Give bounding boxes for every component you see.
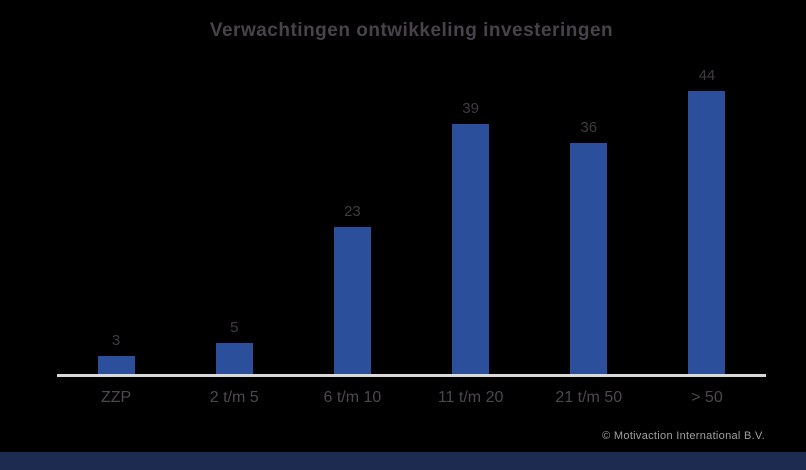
bar (215, 343, 253, 375)
category-label: 2 t/m 5 (209, 389, 259, 406)
bar-value-label: 36 (580, 119, 598, 136)
bottom-bar (0, 452, 806, 470)
plot-area: 3 5 23 39 36 44 (57, 60, 766, 375)
category-label: ZZP (100, 389, 132, 406)
bar-column: 3 (57, 60, 175, 375)
x-axis-line (57, 374, 766, 377)
bar-column: 5 (175, 60, 293, 375)
bar (333, 227, 371, 375)
bar-column: 23 (293, 60, 411, 375)
bar-value-label: 23 (344, 203, 361, 220)
copyright-text: © Motivaction International B.V. (602, 430, 765, 442)
bar (688, 91, 726, 375)
bar-column: 44 (648, 60, 766, 375)
category-label: 21 t/m 50 (555, 389, 623, 406)
bar (452, 124, 490, 375)
x-axis-labels: ZZP 2 t/m 5 6 t/m 10 11 t/m 20 21 t/m 50 > 50 (57, 389, 766, 407)
bar-value-label: 3 (111, 332, 121, 349)
chart-title: Verwachtingen ontwikkeling investeringen (209, 20, 614, 41)
bar (570, 143, 608, 375)
bar-column: 36 (530, 60, 648, 375)
bar-value-label: 39 (462, 100, 479, 117)
category-label: 6 t/m 10 (323, 389, 382, 406)
bar-column: 39 (412, 60, 530, 375)
category-label: 11 t/m 20 (437, 389, 504, 406)
bar (97, 356, 135, 375)
category-label: > 50 (691, 389, 723, 406)
bar-value-label: 44 (698, 67, 716, 84)
bar-value-label: 5 (230, 319, 239, 336)
